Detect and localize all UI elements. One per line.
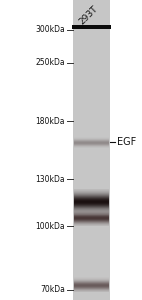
Text: 300kDa: 300kDa	[35, 26, 65, 34]
Text: 250kDa: 250kDa	[35, 58, 65, 67]
Text: 100kDa: 100kDa	[35, 222, 65, 231]
Text: 130kDa: 130kDa	[35, 175, 65, 184]
Text: EGF: EGF	[117, 137, 136, 147]
Text: 293T: 293T	[77, 4, 99, 26]
Text: 180kDa: 180kDa	[36, 117, 65, 126]
Text: 70kDa: 70kDa	[40, 286, 65, 295]
